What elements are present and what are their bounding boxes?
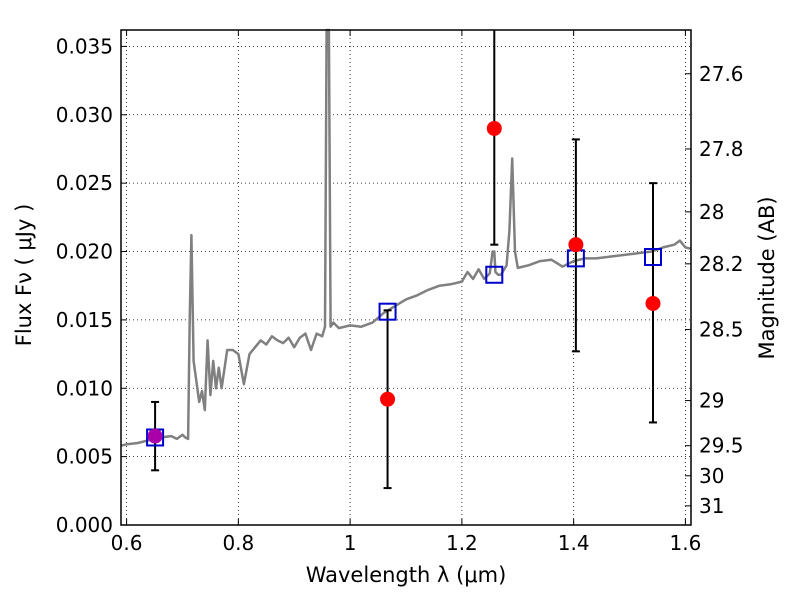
plot-frame (120, 29, 692, 526)
x-tick-label: 1.6 (670, 531, 702, 555)
spectrum-line (120, 28, 692, 447)
y-axis-left: 0.000 0.005 0.010 0.015 0.020 0.025 0.030 0.035 (56, 34, 127, 537)
observed-point (380, 391, 396, 407)
y2-tick-label: 28 (699, 200, 724, 224)
y2-tick-label: 27.6 (699, 62, 744, 86)
model-point (644, 247, 662, 266)
y2-tick-label: 28.5 (699, 317, 744, 341)
y-tick-label: 0.020 (56, 240, 113, 264)
observed-point (486, 120, 502, 136)
y-tick-label: 0.000 (56, 513, 113, 537)
y2-tick-label: 29 (699, 389, 724, 413)
y-axis-label: Flux Fν ( μJy ) (12, 204, 36, 347)
observed-point (147, 428, 163, 444)
y2-axis-label: Magnitude (AB) (755, 196, 779, 359)
y2-tick-label: 30 (699, 464, 724, 488)
y-tick-label: 0.035 (56, 34, 113, 58)
y2-tick-label: 28.2 (699, 252, 744, 276)
model-point (378, 302, 397, 321)
x-tick-label: 1.2 (446, 531, 478, 555)
y-tick-label: 0.030 (56, 103, 113, 127)
y2-tick-label: 27.8 (699, 137, 744, 161)
observed-point (568, 237, 584, 253)
y-tick-label: 0.015 (56, 308, 113, 332)
observed-point (645, 295, 661, 311)
model-point (485, 265, 504, 284)
observed-photometry (147, 120, 661, 444)
y-tick-label: 0.025 (56, 171, 113, 195)
y2-tick-label: 31 (699, 494, 724, 518)
error-bars (151, 30, 657, 490)
x-tick-label: 1 (344, 531, 357, 555)
x-tick-label: 0.8 (222, 531, 254, 555)
x-axis-label: Wavelength λ (μm) (306, 563, 507, 587)
y-tick-label: 0.005 (56, 445, 113, 469)
y2-tick-label: 29.5 (699, 434, 744, 458)
x-tick-label: 1.4 (558, 531, 590, 555)
y-tick-label: 0.010 (56, 376, 113, 400)
model-spectrum (120, 28, 692, 447)
y-axis-right: 27.6 27.8 28 28.2 28.5 29 29.5 30 31 (685, 62, 744, 518)
x-tick-label: 0.6 (111, 531, 143, 555)
x-axis: 0.6 0.8 1 1.2 1.4 1.6 (111, 30, 702, 555)
